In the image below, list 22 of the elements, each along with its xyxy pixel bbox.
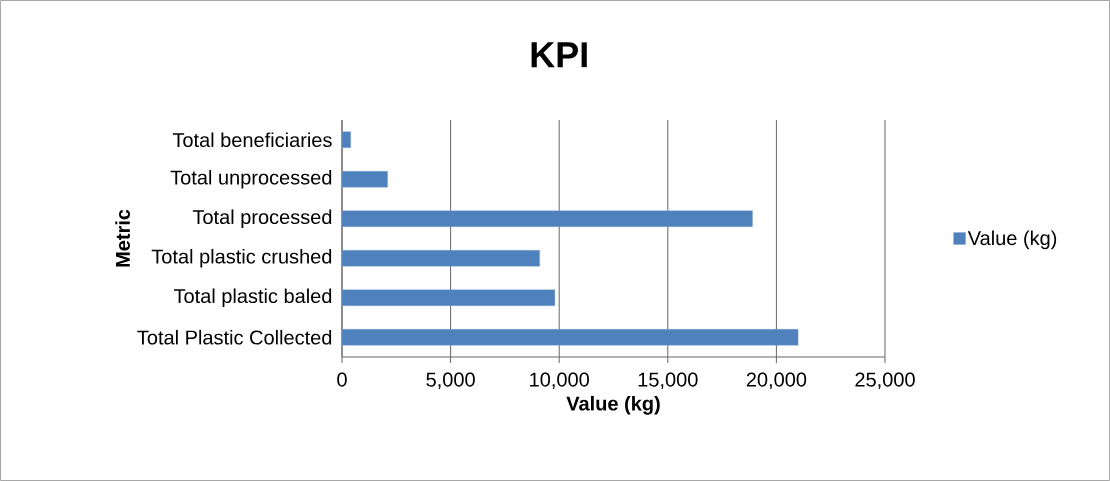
y-tick-label: Total beneficiaries: [172, 132, 332, 148]
bar: [341, 210, 753, 227]
x-tick-label: 20,000: [746, 372, 807, 390]
y-tick-label: Total unprocessed: [170, 169, 332, 189]
x-axis-title: Value (kg): [566, 395, 660, 415]
x-tick-label: 15,000: [638, 372, 698, 390]
y-tick-label: Total plastic baled: [173, 288, 332, 308]
bar: [341, 250, 540, 267]
chart-title: KPI: [531, 42, 587, 68]
bar: [341, 289, 556, 306]
bar: [341, 171, 388, 188]
x-tick-label: 10,000: [530, 372, 589, 390]
x-tick-label: 0: [337, 372, 347, 387]
x-tick-label: 5,000: [426, 372, 475, 390]
y-axis-title: Metric: [115, 209, 130, 267]
y-tick-label: Total processed: [192, 209, 332, 229]
bar: [341, 131, 351, 148]
x-tick-label: 25,000: [855, 372, 915, 390]
y-tick-label: Total Plastic Collected: [137, 329, 332, 345]
bar: [341, 329, 799, 346]
y-tick-label: Total plastic crushed: [151, 248, 332, 268]
legend-label: Value (kg): [967, 230, 1057, 250]
